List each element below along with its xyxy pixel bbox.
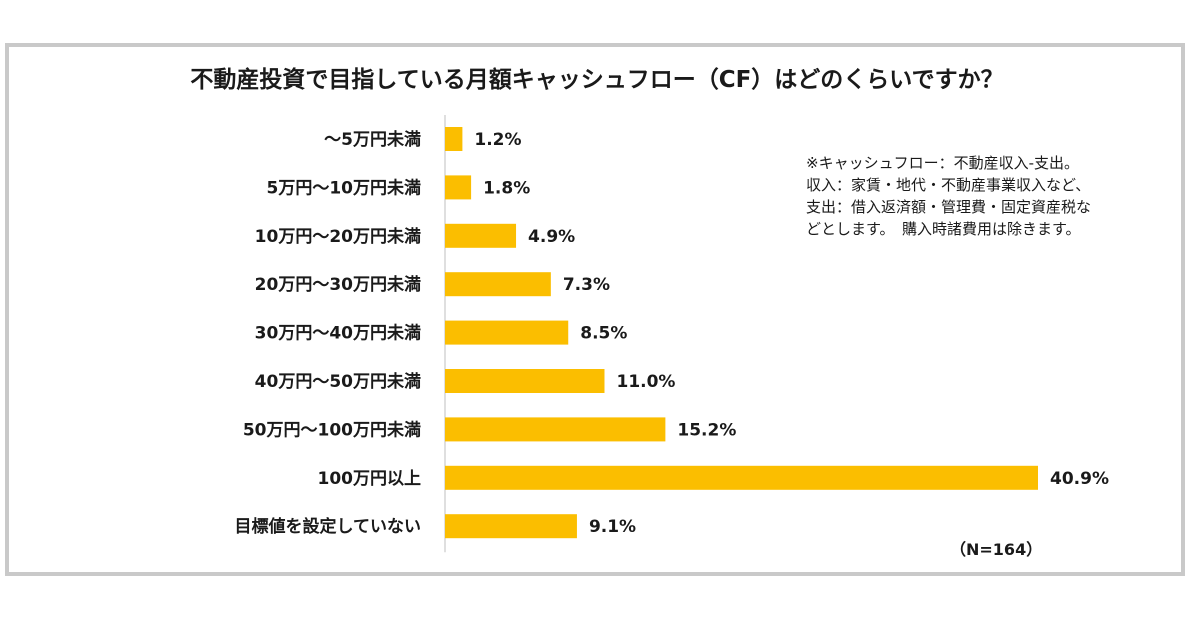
data-label: 7.3% [563,275,610,295]
footnote-line: 収入：家賃・地代・不動産事業収入など、 [806,176,1091,194]
data-label: 11.0% [616,372,675,392]
data-label: 8.5% [580,324,627,344]
bar [445,175,472,200]
bar [445,320,569,345]
footnote-line: 支出：借入返済額・管理費・固定資産税な [806,198,1092,216]
bar [445,514,577,539]
bar [445,223,517,248]
data-label: 9.1% [589,517,636,537]
category-label: 目標値を設定していない [235,516,422,537]
footnote-line: ※キャッシュフロー：不動産収入-支出。 [806,154,1079,172]
category-label: 100万円以上 [318,469,422,489]
bar [445,417,666,442]
sample-size: （N=164） [950,540,1043,559]
data-label: 15.2% [677,420,736,440]
data-label: 40.9% [1050,469,1109,489]
chart-title: 不動産投資で目指している月額キャッシュフロー（CF）はどのくらいですか？ [190,67,1004,93]
footnote: ※キャッシュフロー：不動産収入-支出。 収入：家賃・地代・不動産事業収入など、 … [806,152,1176,240]
category-label: 10万円～20万円未満 [255,226,421,247]
category-label: 20万円～30万円未満 [255,274,421,295]
footnote-line: どとします。 購入時諸費用は除きます。 [806,220,1081,238]
bar [445,465,1038,490]
category-label: 40万円～50万円未満 [255,371,421,392]
data-label: 1.2% [474,130,521,150]
bar [445,369,605,393]
bar [445,272,551,297]
bar [445,127,463,151]
category-label: 5万円～10万円未満 [267,177,422,198]
category-label: ～5万円未満 [324,129,421,150]
category-label: 30万円～40万円未満 [255,323,421,344]
category-label: 50万円～100万円未満 [243,419,421,440]
data-label: 4.9% [528,227,575,247]
data-label: 1.8% [483,178,530,198]
